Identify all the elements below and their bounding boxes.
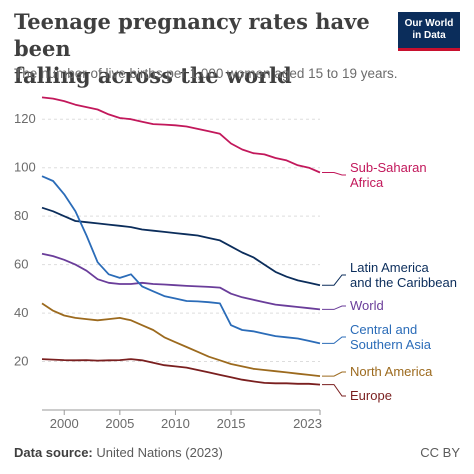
series-label-connector bbox=[322, 172, 346, 176]
x-tick-label: 2010 bbox=[161, 416, 190, 431]
x-tick-label: 2023 bbox=[293, 416, 322, 431]
series-label-connector bbox=[322, 336, 346, 344]
series-label-connector bbox=[322, 371, 346, 377]
series-line bbox=[41, 252, 321, 311]
series-label-connector bbox=[322, 305, 346, 310]
series-line bbox=[41, 302, 321, 377]
series-line bbox=[41, 358, 321, 386]
y-tick-label: 40 bbox=[14, 305, 28, 320]
x-tick-label: 2005 bbox=[105, 416, 134, 431]
data-source-label: Data source: bbox=[14, 445, 93, 460]
logo-line-1: Our World bbox=[404, 18, 454, 29]
series-line bbox=[41, 206, 321, 287]
data-source: Data source: United Nations (2023) bbox=[14, 445, 223, 460]
series-label: North America bbox=[350, 364, 433, 379]
series-line bbox=[41, 96, 321, 174]
y-tick-label: 20 bbox=[14, 354, 28, 369]
series-label-connector bbox=[322, 384, 346, 397]
chart-subtitle: The number of live births per 1,000 wome… bbox=[14, 66, 398, 81]
series-label: Sub-Saharan bbox=[350, 160, 427, 175]
logo-line-2: in Data bbox=[412, 30, 446, 41]
series-label: Latin America bbox=[350, 260, 430, 275]
series-label: Europe bbox=[350, 388, 392, 403]
x-tick-label: 2000 bbox=[50, 416, 79, 431]
data-source-text[interactable]: United Nations (2023) bbox=[96, 445, 223, 460]
series-label: Southern Asia bbox=[350, 337, 432, 352]
chart-title: Teenage pregnancy rates have been fallin… bbox=[14, 8, 384, 89]
series-label-connector bbox=[322, 274, 346, 286]
series-label: World bbox=[350, 298, 384, 313]
y-tick-label: 100 bbox=[14, 160, 36, 175]
series-line bbox=[41, 175, 321, 345]
title-line-1: Teenage pregnancy rates have been bbox=[14, 9, 370, 61]
y-tick-label: 80 bbox=[14, 208, 28, 223]
title-line-2: falling across the world bbox=[14, 63, 292, 88]
owid-logo[interactable]: Our World in Data bbox=[398, 12, 460, 51]
license-badge[interactable]: CC BY bbox=[420, 445, 460, 460]
y-tick-label: 60 bbox=[14, 257, 28, 272]
y-tick-label: 120 bbox=[14, 111, 36, 126]
series-label: and the Caribbean bbox=[350, 275, 457, 290]
series-label: Central and bbox=[350, 322, 417, 337]
x-tick-label: 2015 bbox=[217, 416, 246, 431]
series-label: Africa bbox=[350, 175, 384, 190]
